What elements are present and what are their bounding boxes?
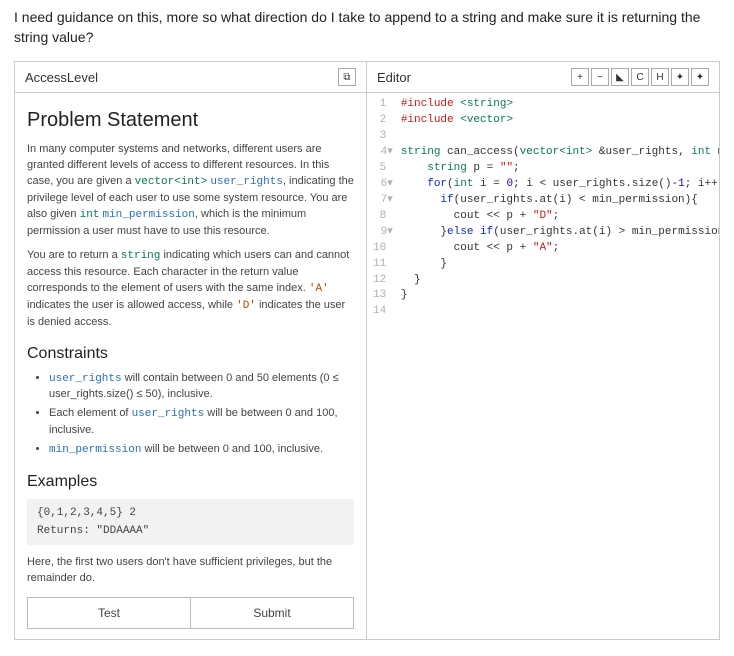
code-line[interactable]: #include <vector> — [401, 113, 711, 129]
line-number: 14 — [373, 304, 393, 320]
line-number: 7▾ — [373, 193, 393, 209]
line-number: 8 — [373, 209, 393, 225]
line-number: 5 — [373, 161, 393, 177]
code-line[interactable]: #include <string> — [401, 97, 711, 113]
problem-panel: AccessLevel ⧉ Problem Statement In many … — [14, 61, 367, 640]
constraints-list: user_rights will contain between 0 and 5… — [27, 371, 354, 460]
constraints-heading: Constraints — [27, 345, 354, 363]
code-line[interactable]: for(int i = 0; i < user_rights.size()-1;… — [401, 177, 711, 193]
example-returns: Returns: "DDAAAA" — [37, 525, 344, 537]
question-text: I need guidance on this, more so what di… — [0, 0, 734, 61]
code-line[interactable]: string p = ""; — [401, 161, 711, 177]
user-icon[interactable]: ◣ — [611, 68, 629, 86]
example-box: {0,1,2,3,4,5} 2 Returns: "DDAAAA" — [27, 499, 354, 545]
code-line[interactable]: if(user_rights.at(i) < min_permission){ — [401, 193, 711, 209]
zoom-in-icon[interactable]: + — [571, 68, 589, 86]
problem-para-1: In many computer systems and networks, d… — [27, 142, 354, 240]
example-note: Here, the first two users don't have suf… — [27, 555, 354, 587]
button-row: Test Submit — [27, 597, 354, 629]
line-number: 3 — [373, 129, 393, 145]
examples-heading: Examples — [27, 473, 354, 491]
line-number: 11 — [373, 257, 393, 273]
problem-statement-heading: Problem Statement — [27, 109, 354, 132]
constraint-item: min_permission will be between 0 and 100… — [49, 442, 354, 459]
code-line[interactable]: string can_access(vector<int> &user_righ… — [401, 145, 711, 161]
editor-panel-title: Editor — [377, 70, 411, 85]
line-number: 9▾ — [373, 225, 393, 241]
line-number: 12 — [373, 273, 393, 289]
code-content[interactable]: #include <string>#include <vector> strin… — [401, 97, 719, 320]
editor-toolbar: + − ◣ C H ✦ ✦ — [569, 68, 709, 86]
code-line[interactable]: } — [401, 273, 711, 289]
line-number: 13 — [373, 288, 393, 304]
code-line[interactable]: } — [401, 288, 711, 304]
zoom-out-icon[interactable]: − — [591, 68, 609, 86]
code-line[interactable] — [401, 304, 711, 320]
line-number: 10 — [373, 241, 393, 257]
constraint-item: Each element of user_rights will be betw… — [49, 406, 354, 439]
settings-icon[interactable]: ✦ — [671, 68, 689, 86]
problem-panel-title: AccessLevel — [25, 70, 98, 85]
code-line[interactable]: } — [401, 257, 711, 273]
copy-icon[interactable]: ⧉ — [338, 68, 356, 86]
code-editor[interactable]: 1 2 3 4▾ 5 6▾ 7▾ 8 9▾10 11 12 13 14 #inc… — [367, 93, 719, 324]
constraint-item: user_rights will contain between 0 and 5… — [49, 371, 354, 404]
example-input: {0,1,2,3,4,5} 2 — [37, 507, 344, 519]
code-line[interactable]: }else if(user_rights.at(i) > min_permiss… — [401, 225, 711, 241]
settings2-icon[interactable]: ✦ — [691, 68, 709, 86]
problem-body: Problem Statement In many computer syste… — [15, 93, 366, 639]
code-line[interactable] — [401, 129, 711, 145]
c-icon[interactable]: C — [631, 68, 649, 86]
code-line[interactable]: cout << p + "A"; — [401, 241, 711, 257]
submit-button[interactable]: Submit — [191, 597, 354, 629]
editor-panel: Editor + − ◣ C H ✦ ✦ 1 2 3 4▾ 5 6▾ 7▾ 8 … — [367, 61, 720, 640]
line-gutter: 1 2 3 4▾ 5 6▾ 7▾ 8 9▾10 11 12 13 14 — [367, 97, 401, 320]
line-number: 4▾ — [373, 145, 393, 161]
h-icon[interactable]: H — [651, 68, 669, 86]
problem-para-2: You are to return a string indicating wh… — [27, 248, 354, 331]
panels-container: AccessLevel ⧉ Problem Statement In many … — [0, 61, 734, 654]
editor-panel-header: Editor + − ◣ C H ✦ ✦ — [367, 62, 719, 93]
line-number: 1 — [373, 97, 393, 113]
line-number: 2 — [373, 113, 393, 129]
code-line[interactable]: cout << p + "D"; — [401, 209, 711, 225]
test-button[interactable]: Test — [27, 597, 191, 629]
problem-panel-header: AccessLevel ⧉ — [15, 62, 366, 93]
line-number: 6▾ — [373, 177, 393, 193]
